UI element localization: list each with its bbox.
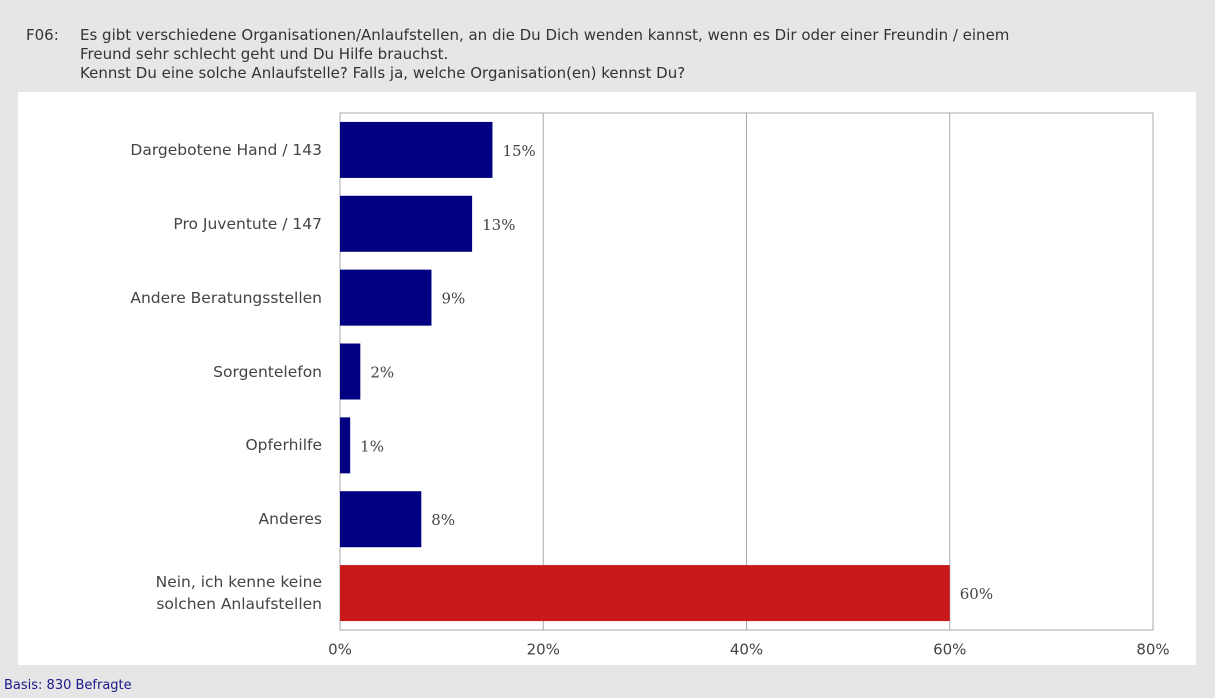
data-label: 9% <box>441 290 465 308</box>
bar <box>340 565 950 622</box>
bar <box>340 343 361 400</box>
y-tick-label: Anderes <box>258 510 322 529</box>
x-tick-label: 20% <box>527 641 560 659</box>
bar <box>340 121 493 178</box>
bar <box>340 417 351 474</box>
data-label: 8% <box>431 511 455 529</box>
y-tick-label: Andere Beratungsstellen <box>130 288 322 307</box>
data-label: 13% <box>482 216 515 234</box>
y-tick-label: Sorgentelefon <box>213 362 322 381</box>
question-text: Es gibt verschiedene Organisationen/Anla… <box>80 26 1010 82</box>
data-label: 1% <box>360 437 384 455</box>
x-tick-label: 60% <box>933 641 966 659</box>
bar <box>340 269 432 326</box>
x-tick-label: 40% <box>730 641 763 659</box>
x-tick-label: 80% <box>1136 641 1169 659</box>
data-label: 15% <box>502 142 535 160</box>
bar <box>340 491 422 548</box>
y-tick-label: Opferhilfe <box>245 436 322 455</box>
y-tick-label: Dargebotene Hand / 143 <box>130 140 322 159</box>
x-tick-label: 0% <box>328 641 352 659</box>
bar <box>340 195 473 252</box>
y-tick-label: Pro Juventute / 147 <box>173 214 322 233</box>
question-label: F06: <box>26 26 59 44</box>
y-tick-label: Nein, ich kenne keine solchen Anlaufstel… <box>155 573 322 614</box>
data-label: 60% <box>960 585 993 603</box>
footer: Basis: 830 Befragte <box>4 678 132 693</box>
data-label: 2% <box>370 364 394 382</box>
